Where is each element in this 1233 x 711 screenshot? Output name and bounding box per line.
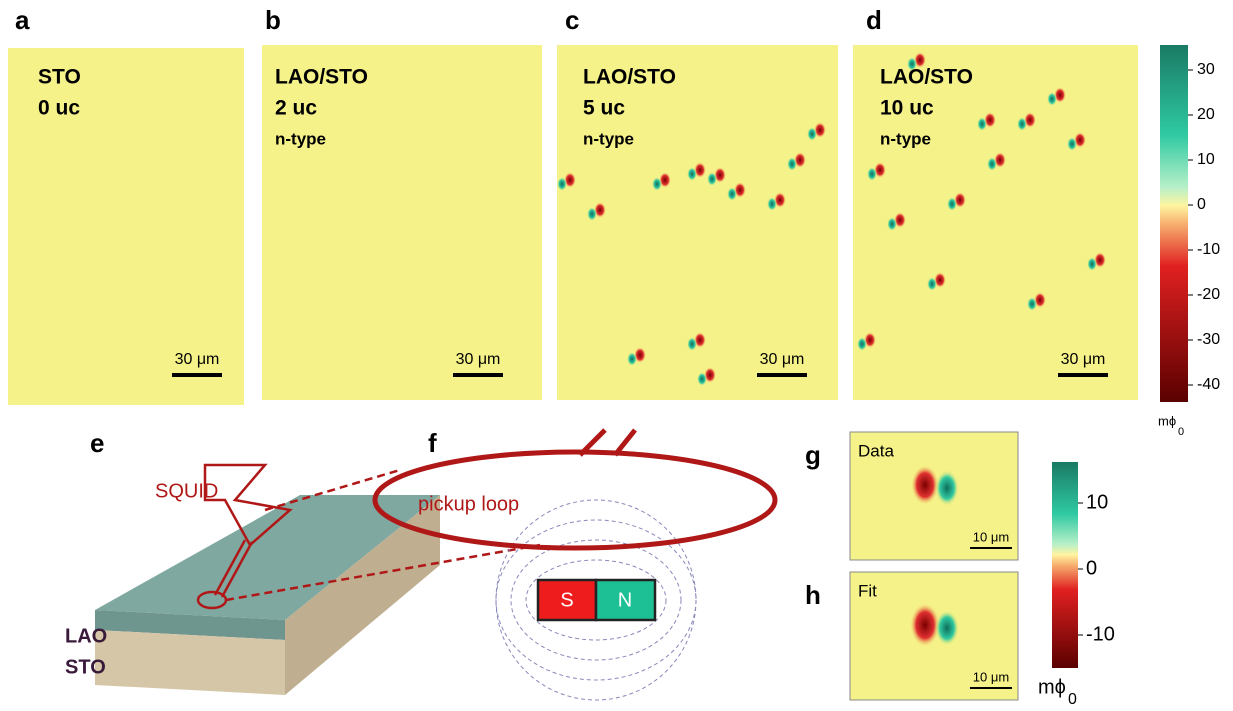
slab-sto-front: [95, 630, 285, 695]
tick-label: -10: [1197, 241, 1220, 258]
map-text: LAO/STO: [880, 66, 973, 89]
dipole-pos: [1017, 117, 1027, 131]
scale-label: 30 μm: [1061, 351, 1106, 368]
unit: mϕ: [1158, 413, 1176, 428]
squid-label: SQUID: [155, 480, 218, 502]
map-text: LAO/STO: [583, 66, 676, 89]
dipole-pos: [857, 337, 867, 351]
map-text: 10 uc: [880, 97, 934, 120]
dipole-pos: [1047, 92, 1057, 106]
panel-label: g: [805, 440, 821, 470]
tick-label: 0: [1086, 557, 1097, 579]
scale-label: 10 μm: [973, 669, 1009, 684]
dipole-pos: [867, 167, 877, 181]
dipole-pos: [935, 610, 959, 646]
dipole-pos: [1087, 257, 1097, 271]
dipole-pos: [787, 157, 797, 171]
layer-label: LAO: [65, 625, 107, 647]
magnet-label: N: [618, 589, 632, 611]
tick-label: 20: [1197, 106, 1215, 123]
dipole-pos: [697, 372, 707, 386]
tick-label: -30: [1197, 331, 1220, 348]
pickup-label: pickup loop: [418, 493, 519, 515]
map-text: n-type: [880, 129, 931, 148]
tick-label: 0: [1197, 196, 1206, 213]
maps: a STO 0 uc 30 μm b LAO/STO 2 uc n-type 30 μm c LAO…: [8, 5, 1138, 405]
map-text: n-type: [275, 129, 326, 148]
panel-label: a: [15, 5, 30, 35]
dipole-pos: [587, 207, 597, 221]
tick-label: -10: [1086, 623, 1115, 645]
dipole-pos: [935, 470, 959, 506]
panel-label: b: [265, 5, 281, 35]
unit-sub: 0: [1178, 426, 1184, 438]
colorbar: [1160, 45, 1188, 402]
magnet-label: S: [560, 589, 573, 611]
dipole-pos: [1067, 137, 1077, 151]
map-text: 2 uc: [275, 97, 317, 120]
map-text: n-type: [583, 129, 634, 148]
dipole-pos: [1027, 297, 1037, 311]
scale-label: 10 μm: [973, 529, 1009, 544]
dipole-pos: [557, 177, 567, 191]
dipole-pos: [927, 277, 937, 291]
dipole-pos: [707, 172, 717, 186]
panel-label: c: [565, 5, 579, 35]
tick-label: 10: [1197, 151, 1215, 168]
tick-label: -20: [1197, 286, 1220, 303]
dipole-pos: [627, 352, 637, 366]
map-text: STO: [38, 66, 81, 89]
dipole-pos: [727, 187, 737, 201]
panel-label: f: [428, 428, 437, 458]
inset-colorbar: [1052, 462, 1078, 668]
scale-label: 30 μm: [456, 351, 501, 368]
map-text: 5 uc: [583, 97, 625, 120]
tick-label: 10: [1086, 491, 1108, 513]
inset-title: Fit: [858, 581, 877, 600]
dipole-pos: [947, 197, 957, 211]
dipole-pos: [652, 177, 662, 191]
dipole-pos: [887, 217, 897, 231]
dipole-pos: [687, 337, 697, 351]
inset-title: Data: [858, 441, 894, 460]
map-text: 0 uc: [38, 97, 80, 120]
tick-label: -40: [1197, 376, 1220, 393]
panel-label: e: [90, 428, 104, 458]
panel-label: d: [866, 5, 882, 35]
dipole-pos: [807, 127, 817, 141]
unit: mϕ: [1038, 676, 1066, 698]
panel-label: h: [805, 580, 821, 610]
map-text: LAO/STO: [275, 66, 368, 89]
dipole-pos: [767, 197, 777, 211]
dipole-pos: [687, 167, 697, 181]
layer-label: STO: [65, 656, 106, 678]
dipole-pos: [977, 117, 987, 131]
scale-label: 30 μm: [760, 351, 805, 368]
dipole-neg: [911, 465, 939, 505]
unit-sub: 0: [1068, 691, 1077, 708]
figure: a STO 0 uc 30 μm b LAO/STO 2 uc n-type 30 μm c LAO…: [0, 0, 1233, 711]
dipole-pos: [987, 157, 997, 171]
scale-label: 30 μm: [175, 351, 220, 368]
tick-label: 30: [1197, 61, 1215, 78]
